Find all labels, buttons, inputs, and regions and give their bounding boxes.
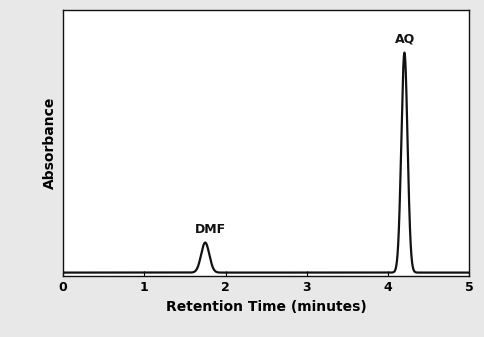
- Text: AQ: AQ: [394, 32, 415, 45]
- Text: DMF: DMF: [195, 223, 226, 236]
- X-axis label: Retention Time (minutes): Retention Time (minutes): [166, 300, 366, 314]
- Y-axis label: Absorbance: Absorbance: [44, 97, 58, 189]
